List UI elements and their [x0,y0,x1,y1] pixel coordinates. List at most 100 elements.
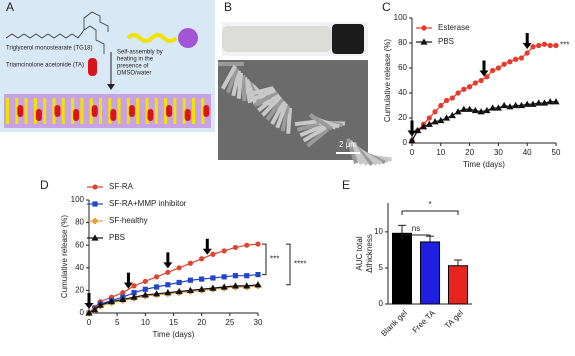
panel-label: A [6,0,14,14]
marker [96,301,104,308]
sem-crystal [247,86,274,97]
membrane-drug [54,105,61,117]
sem-crystal [257,92,281,113]
ta-label: Triamcinolone acetonide (TA) [6,63,84,69]
marker [512,101,520,109]
injection-arrow [163,252,173,269]
membrane-lipid [164,98,168,124]
marker [518,55,525,61]
marker [506,103,514,110]
y-tick-label: 0 [403,138,408,147]
sem-texture [218,62,392,166]
marker [91,306,99,313]
marker [541,41,548,47]
scale-bar-label: 2 μm [339,140,357,149]
marker [507,59,513,65]
marker [442,114,451,121]
significance: *** [270,254,279,263]
legend-label: PBS [109,233,125,242]
sem-crystal [261,95,282,117]
injection-arrow [202,238,212,255]
sem-crystal [346,138,359,164]
membrane-lipid [126,98,130,124]
marker [490,67,496,74]
membrane-drug [110,109,117,121]
x-tick-label: 20 [197,318,206,327]
bar [391,232,413,305]
marker [443,97,450,104]
marker [141,291,149,298]
sem-crystal [253,90,278,108]
legend-marker [92,201,98,207]
marker [536,42,542,49]
marker [119,295,127,303]
sem-crystal [265,97,284,122]
marker [552,98,560,105]
membrane-lipid [201,98,205,124]
membrane-lipid [182,98,186,124]
x-axis-label: Time (days) [153,330,195,339]
sem-crystal [296,121,323,132]
membrane-drug [147,109,154,121]
marker [154,284,160,290]
legend-label: SF-RA+MMP inhibitor [109,199,187,208]
injection-arrow [479,60,489,77]
marker [524,50,530,56]
panel-label: D [40,178,49,192]
marker [165,282,171,288]
y-tick-label: 20 [398,113,407,122]
marker [221,274,227,280]
membrane-lipid [52,98,56,124]
x-tick-label: 30 [254,318,263,327]
marker [437,116,445,124]
x-tick-label: 15 [169,318,178,327]
marker [154,274,160,280]
legend-marker [92,184,98,190]
y-axis-label: Δthickness [365,234,374,273]
y-axis-label: Cumulative release (%) [383,39,392,122]
x-tick-label: 5 [115,318,120,327]
marker [210,275,216,281]
sem-crystal [241,75,247,102]
marker [176,265,182,271]
marker [187,260,193,266]
legend-marker [421,25,427,31]
marker [484,74,490,80]
injection-arrow [407,120,417,137]
membrane-drug [184,109,191,121]
panel-label: B [224,0,232,14]
marker [432,109,438,115]
marker [210,251,216,257]
marker [255,271,261,278]
significance-bracket [286,243,291,286]
tg18-label: Triglycerol monostearate (TG18) [6,46,92,52]
marker [449,95,455,101]
marker [221,248,227,254]
membrane-lipid [145,98,149,124]
legend-label: PBS [438,37,454,46]
marker [546,98,554,105]
x-tick-label: 20 [465,148,474,157]
marker [431,118,439,125]
marker [547,42,553,49]
marker [175,287,183,295]
ta-capsule [88,58,97,76]
sem-crystal [236,72,243,99]
vial-cap [332,24,364,54]
y-axis-label: AUC total [355,236,364,270]
y-tick-label: 100 [394,13,408,22]
marker [199,256,205,262]
marker [255,241,261,247]
marker [186,286,194,293]
y-tick-label: 5 [379,263,384,272]
series-line [411,43,556,141]
injection-arrow [123,272,133,289]
x-tick-label: Blank gel [379,308,409,338]
marker [232,244,239,251]
marker [461,86,467,92]
marker [530,44,536,50]
process-label: heating in the [117,57,154,63]
x-tick-label: 50 [552,148,561,157]
injection-arrow [84,293,94,309]
membrane-drug [91,105,98,117]
